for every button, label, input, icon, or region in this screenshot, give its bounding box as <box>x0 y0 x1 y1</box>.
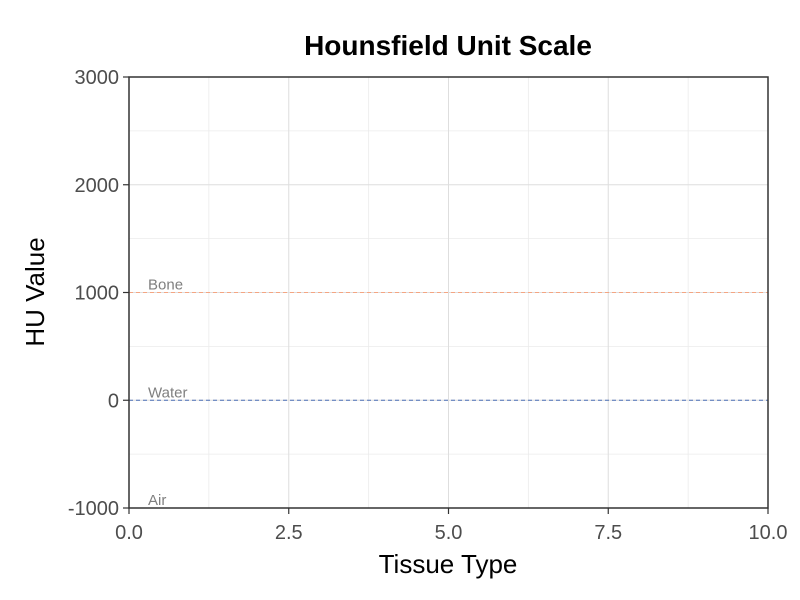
reference-label-water: Water <box>148 384 187 401</box>
y-tick-label: -1000 <box>68 498 119 520</box>
x-axis-ticks: 0.0 2.5 5.0 7.5 10.0 <box>115 508 787 544</box>
y-tick-label: 3000 <box>75 67 120 89</box>
x-tick-label: 10.0 <box>749 522 788 544</box>
reference-labels: Bone Water Air <box>148 277 187 510</box>
y-tick-label: 1000 <box>75 283 120 305</box>
reference-label-air: Air <box>148 492 166 509</box>
reference-label-bone: Bone <box>148 277 183 294</box>
x-tick-label: 7.5 <box>594 522 622 544</box>
y-axis-ticks: -1000 0 1000 2000 3000 <box>68 67 129 520</box>
x-tick-label: 0.0 <box>115 522 143 544</box>
x-axis-title: Tissue Type <box>379 549 518 579</box>
x-tick-label: 2.5 <box>275 522 303 544</box>
grid <box>128 76 769 509</box>
x-tick-label: 5.0 <box>435 522 463 544</box>
y-tick-label: 2000 <box>75 175 120 197</box>
chart-title: Hounsfield Unit Scale <box>304 30 592 61</box>
y-tick-label: 0 <box>108 390 119 412</box>
y-axis-title: HU Value <box>20 237 50 346</box>
